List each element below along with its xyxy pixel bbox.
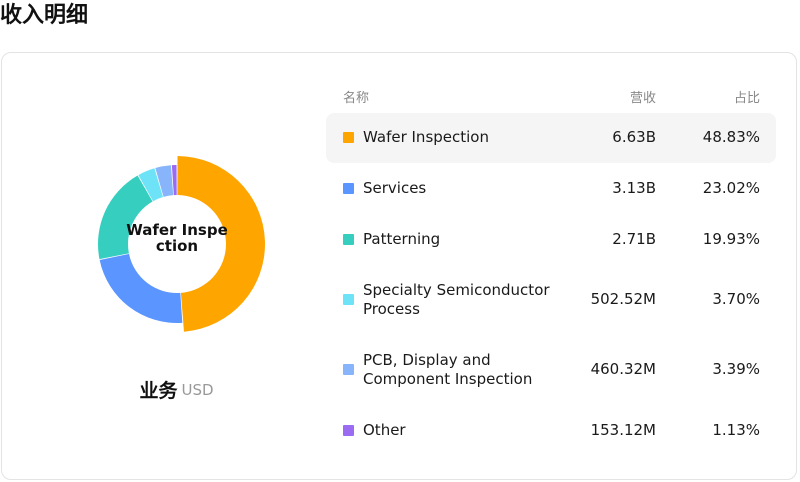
color-swatch [343,294,354,305]
donut-slice-pcb-display-and-component-inspection[interactable] [155,165,174,197]
row-name: PCB, Display and Component Inspection [363,351,533,388]
row-revenue: 460.32M [590,360,656,378]
row-share: 48.83% [702,128,760,146]
header-share: 占比 [733,91,760,106]
table-row[interactable]: PCB, Display and Component Inspection 460… [326,335,776,405]
color-swatch [343,132,354,143]
row-share: 19.93% [702,229,760,248]
donut-slice-specialty-semiconductor-process[interactable] [138,168,163,202]
table-row[interactable]: Patterning 2.71B 19.93% [326,214,776,265]
header-revenue: 营收 [629,91,656,106]
row-revenue: 6.63B [612,128,656,146]
donut-slice-other[interactable] [171,165,177,196]
donut-slice-wafer-inspection[interactable] [177,156,265,332]
header-name: 名称 [343,91,370,106]
table-row[interactable]: Other 153.12M 1.13% [326,405,776,456]
row-revenue: 2.71B [612,229,656,248]
row-share: 23.02% [702,178,760,197]
row-name: Services [363,178,427,197]
color-swatch [343,233,354,245]
color-swatch [343,424,354,436]
table-row[interactable]: Specialty Semiconductor Process 502.52M 3.… [326,265,776,335]
segment-legend-title: 业务 USD [2,376,351,403]
row-name: Patterning [363,229,441,248]
donut-center-label: Wafer Inspection [126,221,228,255]
table-row[interactable]: Wafer Inspection 6.63B 48.83% [326,113,776,163]
row-name: Specialty Semiconductor Process [363,281,550,318]
row-share: 3.39% [712,360,760,378]
revenue-card: Wafer Inspection 业务 USD 名称 营收 占比 Wafer In… [1,52,797,480]
currency-unit: USD [181,380,214,399]
revenue-table: 名称 营收 占比 Wafer Inspection 6.63B 48.83% Serv… [326,83,776,456]
row-revenue: 153.12M [590,420,656,439]
color-swatch [343,182,354,194]
table-body: Wafer Inspection 6.63B 48.83% Services 3.13B… [326,113,776,456]
segment-title: 业务 [139,380,178,402]
donut-slice-patterning[interactable] [98,175,153,260]
row-name: Wafer Inspection [363,128,489,146]
row-share: 1.13% [712,420,760,439]
row-name: Other [363,420,406,439]
row-revenue: 3.13B [612,178,656,197]
color-swatch [343,364,354,375]
row-share: 3.70% [712,290,760,308]
page-title: 收入明细 [0,3,89,28]
donut-chart: Wafer Inspection [82,149,272,339]
table-header: 名称 营收 占比 [326,83,776,113]
row-revenue: 502.52M [590,290,656,308]
table-row[interactable]: Services 3.13B 23.02% [326,163,776,214]
donut-slice-services[interactable] [99,253,183,323]
donut-svg [98,156,265,332]
